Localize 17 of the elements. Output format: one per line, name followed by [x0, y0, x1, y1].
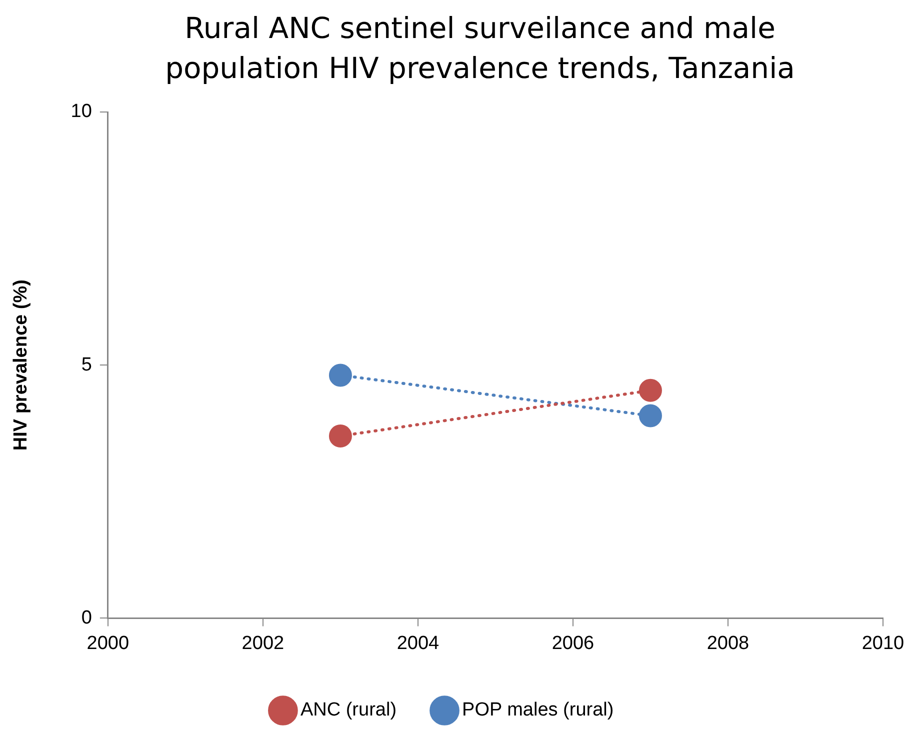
point [328, 424, 352, 448]
x-tick-label: 2004 [396, 632, 440, 654]
point [638, 378, 662, 402]
y-tick-label: 5 [81, 354, 92, 376]
y-tick-label: 0 [81, 607, 92, 628]
point [638, 404, 662, 428]
x-tick-label: 2008 [706, 632, 750, 654]
x-tick-label: 2010 [862, 632, 904, 654]
x-tick-label: 2000 [86, 632, 130, 654]
legend-label: ANC (rural) [300, 700, 397, 721]
y-tick-label: 10 [70, 101, 92, 122]
chart-title: Rural ANC sentinel surveilance and male population HIV prevalence trends, Tanzania [164, 10, 796, 87]
legend-label: POP males (rural) [462, 700, 614, 721]
y-axis-title: HIV prevalence (%) [10, 280, 32, 451]
x-tick-label: 2006 [552, 632, 594, 654]
x-tick-label: 2002 [242, 632, 284, 654]
point [328, 364, 352, 387]
